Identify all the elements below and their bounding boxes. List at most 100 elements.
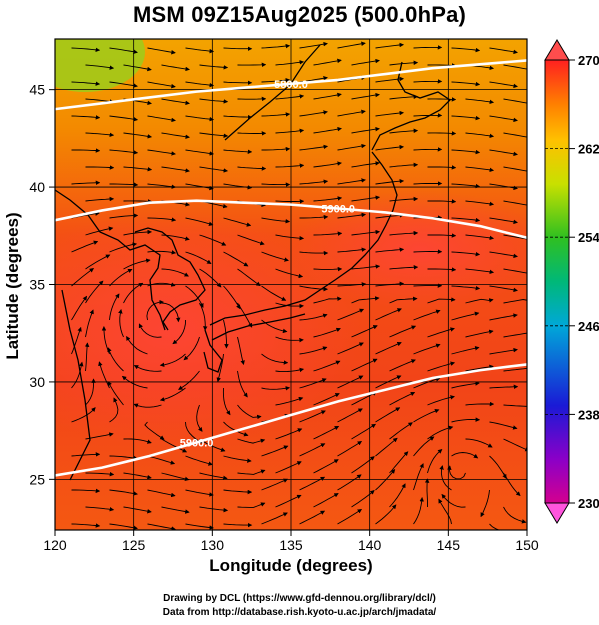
y-tick-label: 45 [29,82,45,98]
wind-streamline [237,268,261,287]
wind-streamline [161,302,181,323]
wind-streamline [427,267,457,272]
wind-streamline [261,445,289,457]
wind-streamline [71,361,84,389]
wind-streamline [107,381,124,406]
wind-streamline [85,506,115,512]
wind-streamline [109,182,139,187]
wind-streamline [299,144,329,151]
wind-streamline [185,523,214,530]
wind-streamline [98,361,110,389]
warm-band-shading [290,190,527,310]
wind-streamline [123,472,152,480]
wind-streamline [413,309,441,321]
wind-streamline [375,144,405,151]
wind-streamline [109,523,138,530]
wind-streamline [413,249,443,254]
wind-streamline [413,436,435,457]
wind-streamline [261,146,291,152]
wind-streamline [299,214,329,220]
wind-streamline [351,195,381,202]
wind-streamline [275,461,302,474]
drawing-credit: Drawing by DCL (https://www.gfd-dennou.o… [163,593,436,604]
wind-streamline [351,161,380,168]
wind-streamline [351,358,378,372]
wind-streamline [147,523,176,530]
wind-streamline [199,472,228,481]
wind-streamline [299,313,328,321]
wind-streamline [465,329,494,338]
wind-streamline [261,217,291,224]
wind-streamline [118,308,124,338]
wind-streamline [375,213,405,219]
wind-streamline [389,391,416,406]
wind-streamline [123,282,144,304]
height-contours: 5800.0 5900.0 5900.0 [55,59,527,477]
wind-streamline [489,149,518,157]
wind-streamline [427,361,456,372]
wind-streamline [85,309,94,338]
wind-streamline [413,79,443,84]
wind-streamline [451,251,481,257]
wind-streamline [413,496,424,525]
wind-streamline [427,395,455,406]
wind-streamline [299,346,328,355]
korea-east-coastline [134,227,206,331]
wind-streamline [223,217,252,227]
wind-streamline [185,183,214,191]
wind-streamline [489,313,518,321]
x-tick-label: 130 [201,537,225,553]
y-tick-label: 35 [29,277,45,293]
x-tick-label: 145 [437,537,461,553]
wind-streamline [109,293,120,321]
wind-streamline [223,285,241,310]
height-contour-line [55,199,527,239]
wind-streamline [465,438,493,448]
wind-streamline [299,378,327,389]
wind-streamline [133,365,162,372]
wind-streamline [109,489,138,496]
wind-streamline [185,217,214,226]
wind-streamline [313,393,340,406]
wind-streamline [107,347,124,372]
wind-streamline [351,229,381,236]
wind-streamline [223,522,253,528]
wind-streamline [237,404,262,420]
wind-streamline [413,377,441,389]
kyushu-coastline [203,329,223,373]
wind-streamline [275,163,305,168]
wind-streamline [237,370,248,398]
x-tick-label: 140 [358,537,382,553]
wind-streamline [299,110,328,117]
wind-streamline [313,493,339,508]
wind-streamline [123,166,153,172]
wind-streamline [389,296,418,304]
wind-streamline [451,81,481,87]
wind-streamline [427,131,457,136]
wind-streamline [261,251,289,262]
wind-streamline [275,199,305,204]
wind-streamline [146,299,164,321]
wind-streamline [413,147,443,152]
wind-streamline [185,421,203,444]
colorbar-ticks: 270 262 254 246 238 230 [545,53,599,511]
wind-streamline [337,308,365,321]
wind-streamline [375,469,396,491]
wind-streamline [199,302,208,331]
wind-streamline [172,319,186,345]
wind-streamline [427,297,456,304]
wind-streamline [451,346,480,355]
wind-streamline [313,161,342,168]
wind-streamline [71,523,101,528]
colorbar-tick-label: 254 [578,230,599,245]
x-axis-label: Longitude (degrees) [209,556,373,575]
wind-streamline [438,498,452,525]
wind-streamline [84,342,90,372]
wind-streamline [389,60,419,66]
wind-streamline [275,128,305,134]
wind-streamline [223,319,229,349]
wind-streamline [147,47,176,55]
wind-streamline [223,114,253,120]
wind-streamline [109,397,119,423]
